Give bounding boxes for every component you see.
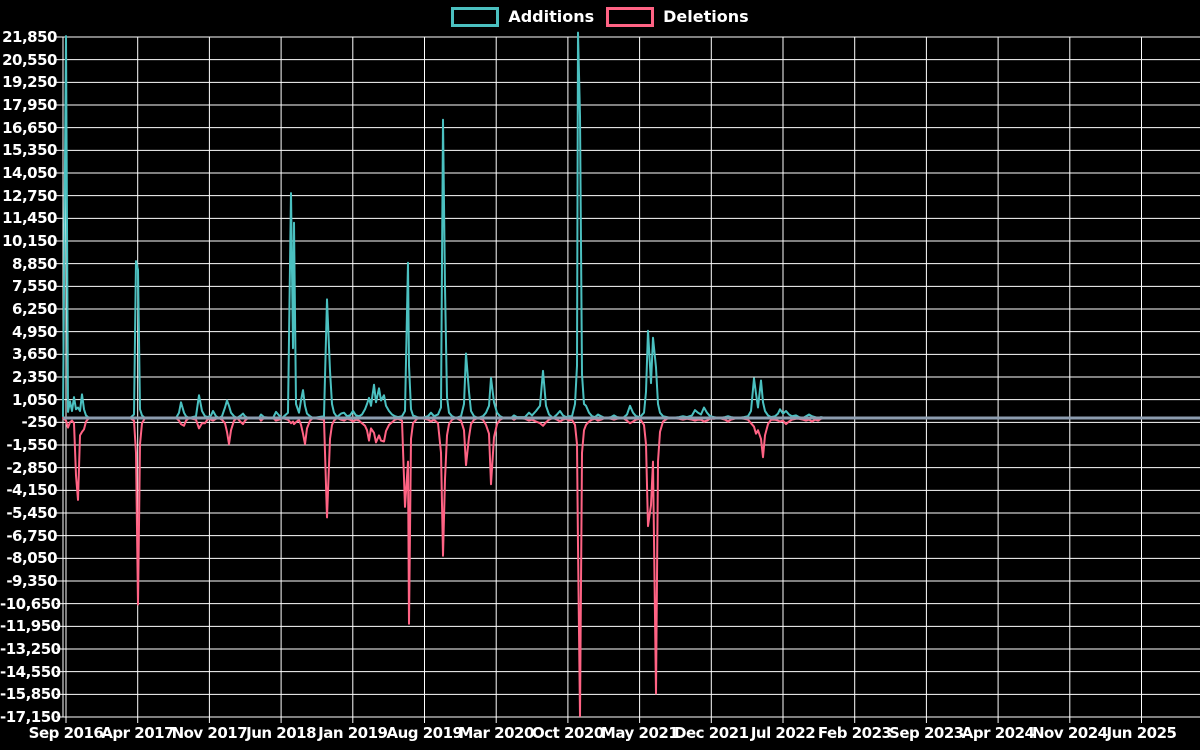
y-tick-label: -17,150	[0, 708, 61, 726]
x-tick-label: Jun 2025	[1106, 724, 1177, 742]
x-tick-label: Feb 2023	[817, 724, 892, 742]
y-tick-label: -14,550	[0, 662, 61, 681]
y-tick-label: 20,550	[2, 50, 57, 69]
y-tick-label: -6,750	[6, 526, 57, 545]
additions-line	[62, 31, 846, 419]
x-tick-label: Nov 2024	[1031, 724, 1108, 742]
y-tick-label: -2,850	[6, 458, 57, 477]
x-tick-label: Mar 2020	[458, 724, 534, 742]
y-tick-label: -10,650	[0, 594, 61, 613]
y-tick-label: -9,350	[6, 572, 57, 590]
chart-legend: Additions Deletions	[0, 6, 1200, 28]
x-tick-label: Dec 2021	[674, 724, 749, 742]
y-tick-label: 10,150	[2, 232, 57, 250]
x-tick-label: Jul 2022	[750, 724, 816, 742]
y-tick-label: 4,950	[12, 322, 57, 341]
legend-item-additions[interactable]: Additions	[451, 7, 594, 27]
y-tick-label: 1,050	[12, 390, 57, 409]
x-tick-label: May 2021	[600, 724, 679, 742]
x-tick-label: Oct 2020	[531, 724, 604, 742]
legend-item-deletions[interactable]: Deletions	[606, 7, 749, 27]
y-tick-label: -15,850	[0, 685, 61, 704]
y-tick-label: 16,650	[2, 118, 57, 137]
x-tick-label: Sep 2016	[28, 724, 104, 742]
legend-label-deletions: Deletions	[663, 7, 749, 26]
y-tick-label: -1,550	[6, 436, 57, 454]
x-tick-label: Nov 2017	[171, 724, 248, 742]
y-tick-label: 7,550	[12, 277, 57, 296]
x-tick-label: Apr 2017	[101, 724, 175, 742]
y-tick-label: -13,250	[0, 640, 61, 658]
x-tick-label: Jun 2018	[246, 724, 317, 742]
y-tick-label: 12,750	[2, 186, 57, 205]
y-tick-label: 15,350	[2, 141, 57, 160]
x-tick-label: Aug 2019	[386, 724, 464, 742]
x-tick-label: Apr 2024	[961, 724, 1035, 742]
y-tick-label: 11,450	[2, 209, 57, 228]
additions-swatch-icon	[451, 7, 500, 27]
y-tick-label: -4,150	[6, 481, 57, 500]
y-tick-label: -11,950	[0, 617, 61, 636]
y-tick-label: -250	[21, 413, 57, 432]
deletions-swatch-icon	[606, 7, 655, 27]
x-tick-label: Sep 2023	[889, 724, 964, 742]
y-tick-label: 17,950	[2, 96, 57, 114]
y-tick-label: 6,250	[12, 300, 57, 318]
y-tick-label: 8,850	[12, 254, 57, 273]
y-tick-label: 3,650	[12, 345, 57, 364]
y-tick-label: 2,350	[12, 368, 57, 386]
x-tick-label: Jan 2019	[318, 724, 388, 742]
y-tick-label: -5,450	[6, 504, 57, 522]
legend-label-additions: Additions	[508, 7, 595, 26]
y-tick-label: -8,050	[6, 549, 57, 568]
y-tick-label: 21,850	[2, 28, 57, 46]
y-tick-label: 14,050	[2, 164, 57, 182]
y-tick-label: 19,250	[2, 73, 57, 92]
